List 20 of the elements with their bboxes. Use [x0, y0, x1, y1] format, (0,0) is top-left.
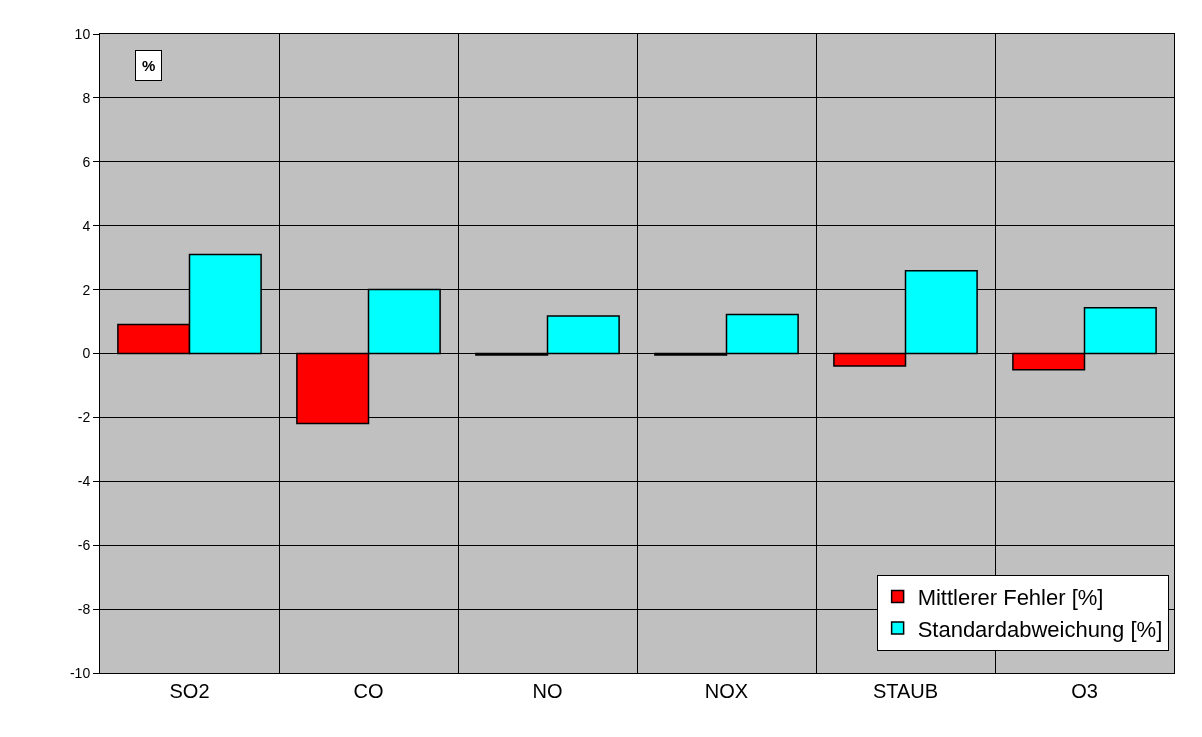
y-tick-label: 10	[74, 25, 91, 42]
y-axis-title: %	[142, 57, 156, 74]
x-tick-label: CO	[353, 680, 384, 702]
y-tick-label: -10	[69, 664, 91, 681]
y-tick-label: 6	[82, 153, 91, 170]
y-tick-label: 0	[82, 345, 91, 362]
y-tick-label: -8	[77, 601, 91, 617]
y-tick-label: 4	[82, 217, 91, 234]
legend-label: Standardabweichung [%]	[917, 616, 1163, 642]
y-tick-label: 8	[82, 89, 91, 106]
legend-label: Mittlerer Fehler [%]	[917, 585, 1104, 611]
x-tick-label: NOX	[704, 680, 749, 702]
x-tick-label: O3	[1071, 680, 1098, 702]
y-tick-label: -6	[77, 537, 91, 554]
x-tick-label: SO2	[169, 680, 210, 702]
x-tick-label: NO	[532, 680, 563, 702]
y-tick-label: -2	[77, 409, 91, 426]
x-tick-label: STAUB	[872, 680, 939, 702]
y-tick-label: -4	[77, 473, 91, 490]
y-tick-label: 2	[82, 281, 91, 298]
